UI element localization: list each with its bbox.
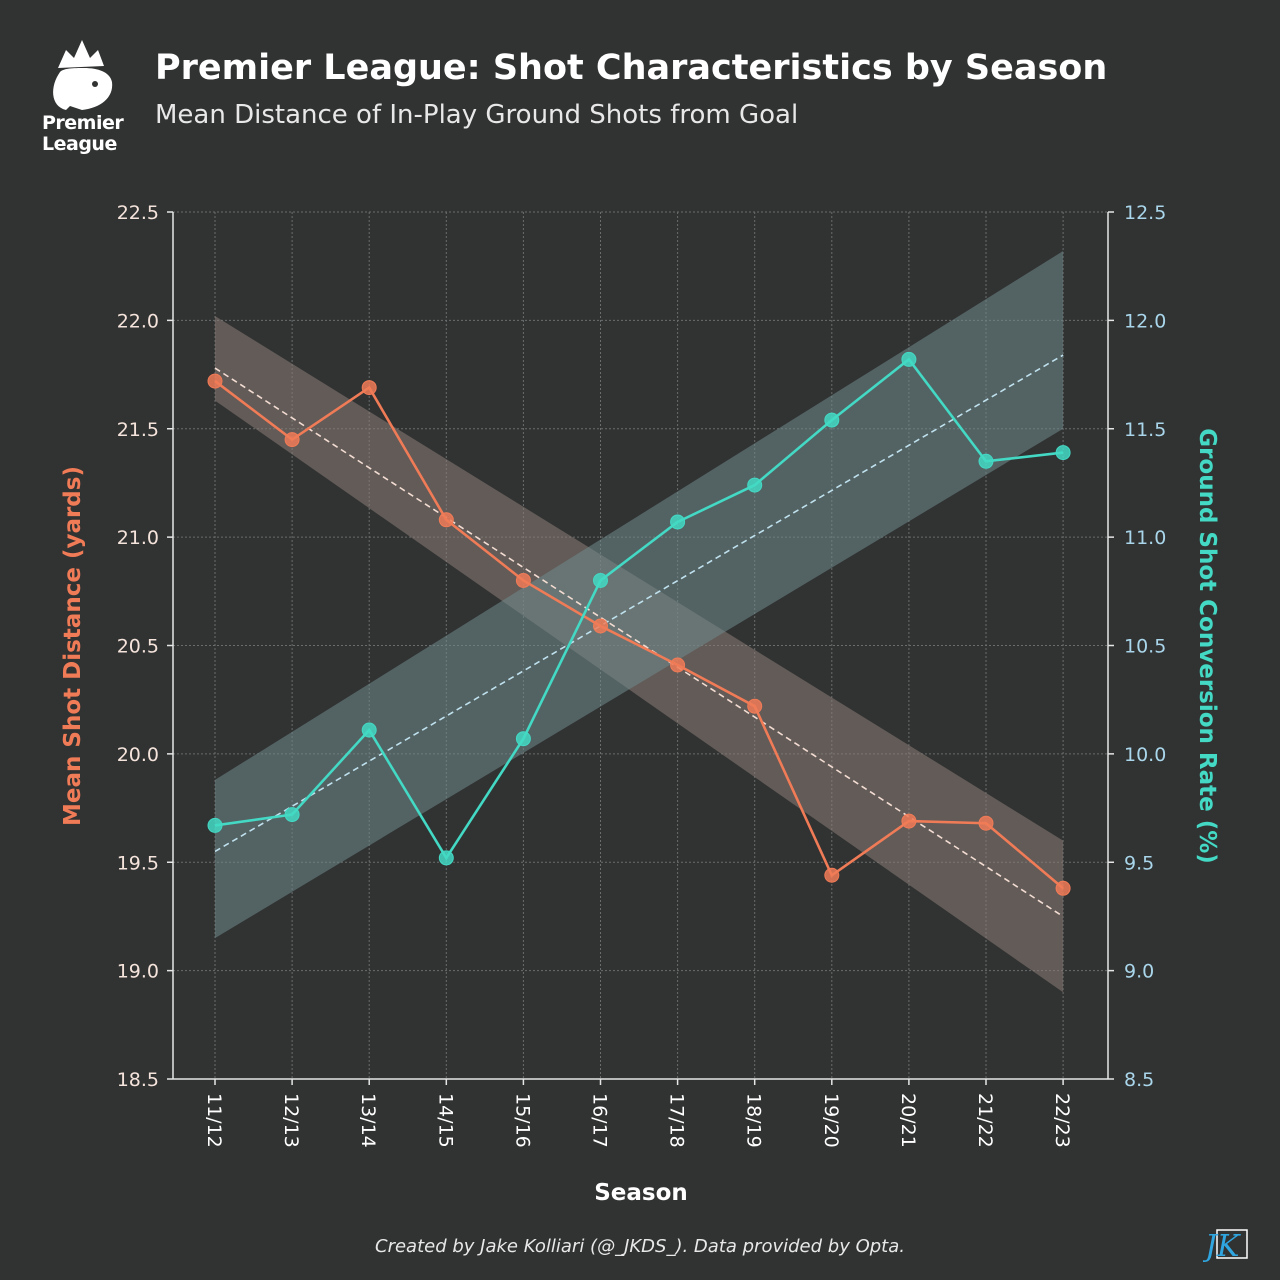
y-right-tick-label: 12.5 [1124, 202, 1166, 224]
data-point-left [670, 657, 686, 673]
tick-labels: 18.5 19.0 19.5 20.0 20.5 21.0 21.5 22.0 22.5 8.5 9… [117, 202, 1167, 1148]
data-point-right [515, 731, 531, 747]
data-point-right [670, 514, 686, 530]
data-point-left [901, 813, 917, 829]
x-axis-label: Season [594, 1180, 688, 1206]
jk-monogram-logo: JK [1203, 1229, 1248, 1262]
data-point-right [901, 351, 917, 367]
y-left-tick-label: 20.5 [117, 636, 159, 658]
y-left-tick-label: 18.5 [117, 1069, 159, 1091]
trend-line-left [214, 367, 1064, 918]
data-point-left [515, 572, 531, 588]
logo-line-1: Premier [42, 112, 124, 134]
confidence-band-right [215, 251, 1064, 939]
logo-wordmark: Premier League [42, 112, 124, 155]
y-right-tick-label: 12.0 [1124, 310, 1166, 332]
footer-credit: Created by Jake Kolliari (@_JKDS_). Data… [375, 1236, 905, 1257]
y-left-tick-label: 19.0 [117, 961, 159, 983]
confidence-bands [215, 251, 1064, 993]
data-point-right [284, 807, 300, 823]
page-subtitle: Mean Distance of In-Play Ground Shots fr… [155, 100, 799, 130]
series-line-left [214, 380, 1064, 890]
premier-league-lion-logo [53, 40, 113, 110]
x-tick-label: 17/18 [666, 1093, 688, 1148]
jk-monogram-text: JK [1203, 1229, 1241, 1262]
y-left-tick-label: 19.5 [117, 852, 159, 874]
y-right-tick-label: 10.5 [1124, 636, 1166, 658]
x-tick-label: 15/16 [511, 1093, 533, 1148]
y-right-tick-label: 11.5 [1124, 419, 1166, 441]
x-tick-label: 13/14 [357, 1093, 379, 1148]
data-point-right [824, 412, 840, 428]
series-line-right [214, 357, 1064, 861]
y-left-tick-label: 21.0 [117, 527, 159, 549]
data-point-right [207, 817, 223, 833]
x-tick-label: 20/21 [897, 1093, 919, 1148]
y-axis-right-label: Ground Shot Conversion Rate (%) [1194, 428, 1220, 864]
data-point-left [747, 698, 763, 714]
data-point-left [1055, 880, 1071, 896]
y-right-tick-label: 11.0 [1124, 527, 1166, 549]
data-point-left [978, 815, 994, 831]
x-tick-label: 18/19 [743, 1093, 765, 1148]
logo-line-2: League [42, 133, 117, 155]
page-title: Premier League: Shot Characteristics by … [155, 48, 1108, 88]
trend-line-right [214, 354, 1064, 853]
x-tick-label: 14/15 [434, 1093, 456, 1148]
data-point-left [361, 380, 377, 396]
series-lines [207, 351, 1071, 896]
x-tick-label: 12/13 [280, 1093, 302, 1148]
y-axis-left-label: Mean Shot Distance (yards) [60, 466, 86, 826]
axes [167, 211, 1114, 1085]
data-point-right [1055, 445, 1071, 461]
data-point-left [438, 512, 454, 528]
y-left-tick-label: 22.5 [117, 202, 159, 224]
x-tick-label: 19/20 [820, 1093, 842, 1148]
x-tick-label: 22/23 [1051, 1093, 1073, 1148]
data-point-right [747, 477, 763, 493]
x-tick-label: 21/22 [974, 1093, 996, 1148]
data-point-right [593, 572, 608, 588]
x-tick-label: 11/12 [203, 1093, 225, 1148]
data-point-right [438, 850, 454, 866]
y-right-tick-label: 9.5 [1124, 852, 1154, 874]
y-left-tick-label: 21.5 [117, 419, 159, 441]
data-point-left [593, 618, 608, 634]
y-right-tick-label: 10.0 [1124, 744, 1166, 766]
trend-lines [214, 354, 1064, 918]
data-point-right [978, 453, 994, 469]
y-left-tick-label: 22.0 [117, 310, 159, 332]
y-left-tick-label: 20.0 [117, 744, 159, 766]
data-point-left [824, 867, 840, 883]
data-point-right [361, 722, 377, 738]
y-right-tick-label: 8.5 [1124, 1069, 1154, 1091]
data-point-left [284, 432, 300, 448]
x-tick-label: 16/17 [589, 1093, 611, 1148]
data-point-left [207, 373, 223, 389]
y-right-tick-label: 9.0 [1124, 961, 1154, 983]
